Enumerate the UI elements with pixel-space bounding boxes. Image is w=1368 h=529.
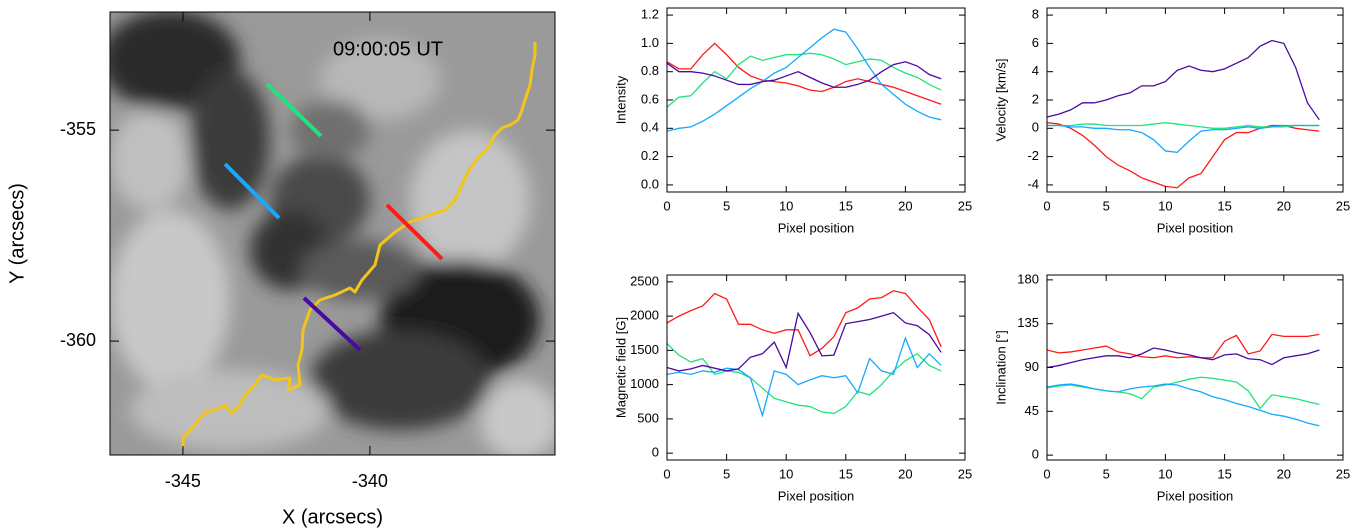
x-axis-label: Pixel position [1157,488,1234,503]
y-tick-label: 1.0 [641,35,659,50]
x-tick-label: 20 [898,466,912,481]
plot-frame [666,7,966,193]
x-tick-label: -345 [165,471,201,491]
series-line [1046,376,1320,410]
x-axis-label: Pixel position [1157,220,1234,235]
y-axis-label: Velocity [km/s] [993,58,1008,141]
x-tick-label: 10 [779,198,793,213]
y-tick-label: 180 [1017,271,1039,286]
cut-cyan [223,162,281,220]
y-tick-label: 90 [1025,359,1039,374]
cut-purple [302,296,362,352]
y-tick-label: 135 [1017,315,1039,330]
series-line [666,336,942,418]
x-tick-label: 20 [1277,198,1291,213]
y-tick-label: 2000 [630,308,659,323]
series-line [1047,124,1320,154]
x-tick-label: 20 [898,198,912,213]
x-tick-label: 0 [663,466,670,481]
series-line [666,290,942,357]
series-line [666,311,942,372]
y-tick-label: 8 [1032,7,1039,22]
x-tick-label: -340 [352,471,388,491]
y-tick-label: 1500 [630,342,659,357]
y-tick-label: 0 [1032,447,1039,462]
cut-green [265,82,323,138]
x-tick-label: 5 [723,466,730,481]
y-tick-label: 1.2 [641,7,659,22]
x-axis-label: Pixel position [778,488,855,503]
y-axis-label: Magnetic field [G] [613,317,628,418]
x-tick-label: 25 [958,198,972,213]
y-tick-label: 0.8 [641,63,659,78]
solar-image [110,12,555,455]
x-tick-label: 10 [1158,466,1172,481]
y-tick-label: -360 [60,330,96,350]
series-line [666,61,942,88]
x-tick-label: 25 [1336,466,1350,481]
y-tick-label: 2 [1032,91,1039,106]
y-tick-label: 4 [1032,63,1039,78]
x-tick-label: 5 [1103,466,1110,481]
y-tick-label: 1000 [630,376,659,391]
plot-frame [666,274,966,461]
y-tick-label: -2 [1027,148,1039,163]
series-line [1046,383,1320,427]
loop-trace [181,42,537,448]
x-tick-label: 0 [1043,198,1050,213]
x-tick-label: 0 [663,198,670,213]
x-tick-label: 5 [723,198,730,213]
x-tick-label: 10 [1158,198,1172,213]
x-tick-label: 10 [779,466,793,481]
y-tick-label: 45 [1025,403,1039,418]
y-tick-label: 0.0 [641,176,659,191]
y-tick-label: 0.4 [641,120,659,135]
x-tick-label: 15 [1217,466,1231,481]
y-tick-label: 0 [1032,120,1039,135]
series-line [1046,122,1320,189]
panel-time: 09:00:05 UT [333,38,443,60]
y-tick-label: 0.2 [641,148,659,163]
plot-frame [1046,7,1344,193]
y-axis-label: Y (arcsecs) [6,183,28,284]
y-tick-label: 0.6 [641,91,659,106]
x-tick-label: 20 [1277,466,1291,481]
y-tick-label: -355 [60,119,96,139]
series-line [666,42,942,105]
series-line [666,52,942,108]
x-axis-label: X (arcsecs) [282,506,383,528]
plot-frame [109,11,556,456]
x-axis-label: Pixel position [778,220,855,235]
x-tick-label: 0 [1043,466,1050,481]
y-tick-label: 2500 [630,273,659,288]
plot-frame [1046,274,1344,461]
y-tick-label: -4 [1027,176,1039,191]
x-tick-label: 5 [1103,198,1110,213]
series-line [1046,39,1320,121]
x-tick-label: 25 [958,466,972,481]
x-tick-label: 25 [1336,198,1350,213]
y-tick-label: 500 [637,410,659,425]
y-tick-label: 6 [1032,35,1039,50]
x-tick-label: 15 [839,198,853,213]
x-tick-label: 15 [839,466,853,481]
y-tick-label: 0 [652,445,659,460]
series-line [1046,347,1320,369]
y-axis-label: Intensity [613,75,628,124]
series-line [666,28,942,132]
series-line [1046,333,1320,359]
y-axis-label: Inclination [°] [993,330,1008,405]
cut-red [385,203,444,261]
x-tick-label: 15 [1217,198,1231,213]
